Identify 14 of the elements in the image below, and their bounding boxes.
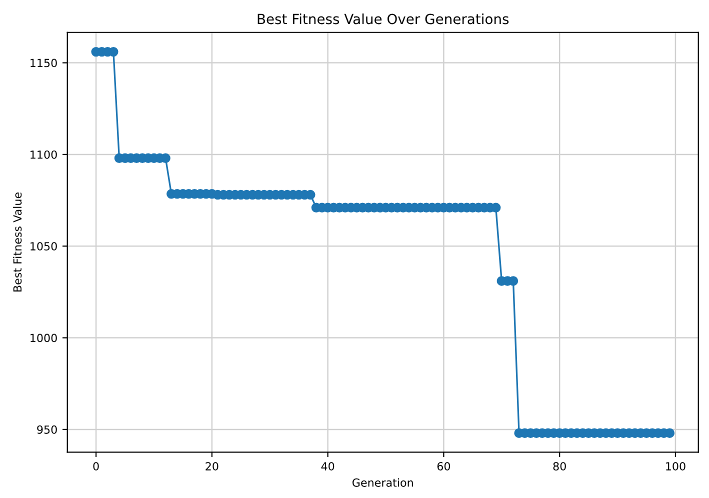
x-tick-label: 20 [206, 462, 218, 471]
y-tick-label: 1150 [30, 58, 57, 68]
y-tick-label: 1000 [30, 334, 57, 342]
x-tick-label: 100 [666, 462, 686, 471]
x-axis-title: Generation [352, 478, 413, 487]
x-tick-label: 0 [93, 462, 99, 471]
chart-title: Best Fitness Value Over Generations [258, 13, 509, 24]
x-tick-label: 60 [437, 462, 450, 471]
x-tick-label: 80 [553, 462, 566, 471]
x-tick-label: 40 [321, 462, 334, 471]
y-axis-title: Best Fitness Value [13, 192, 22, 292]
y-tick-label: 950 [37, 425, 57, 434]
y-tick-label: 1050 [30, 242, 57, 251]
y-tick-label: 1100 [30, 150, 57, 159]
